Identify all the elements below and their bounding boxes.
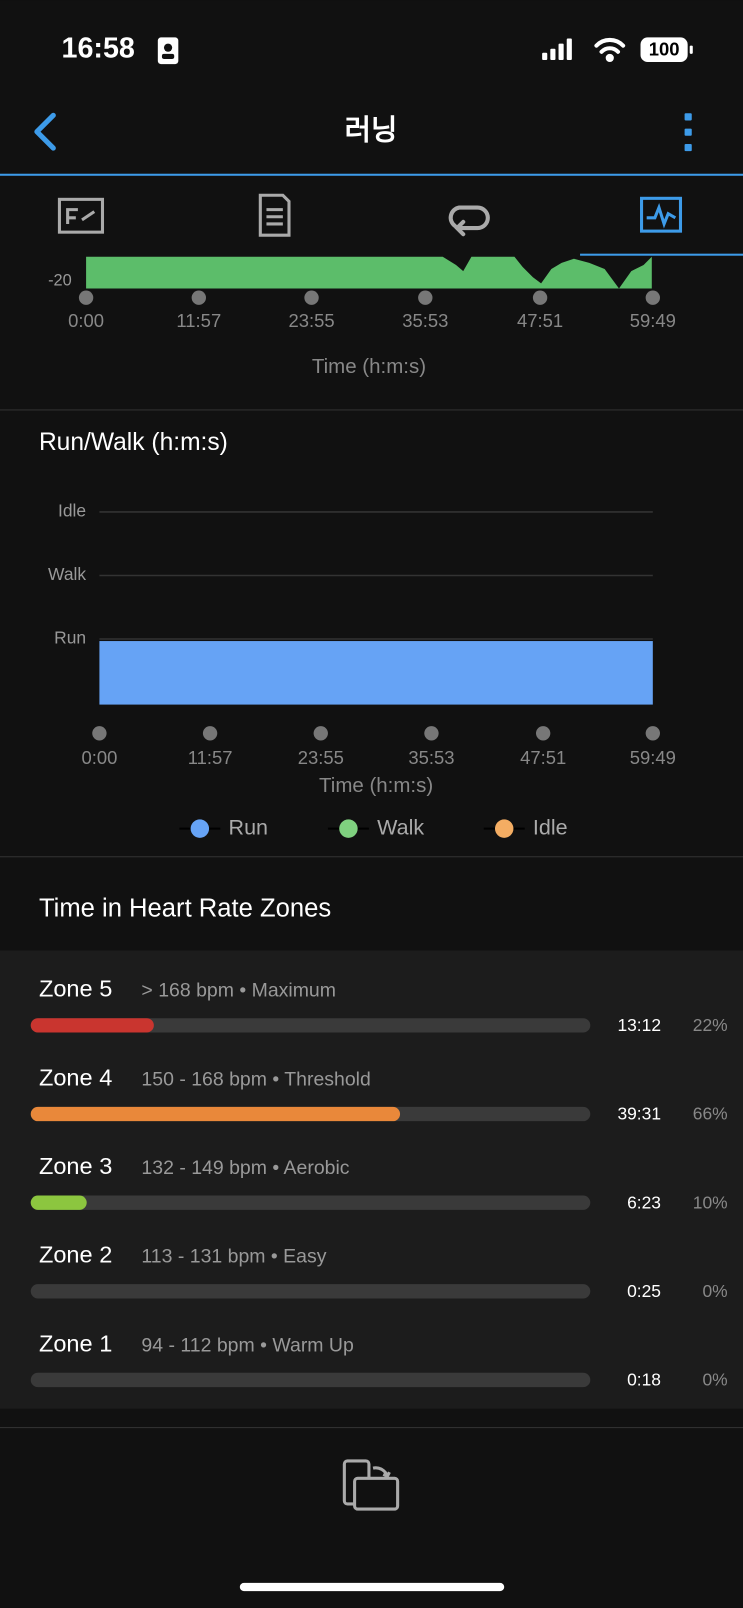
zone-detail: 132 - 149 bpm • Aerobic [141,1157,349,1179]
zone-track [30,1195,591,1210]
x-tick-dot [304,290,319,305]
x-tick-dot [78,290,94,305]
zone-name: Zone 5 [39,976,112,1002]
device-sync-button[interactable] [342,1459,400,1511]
legend-label: Run [229,815,268,839]
x-axis-title: Time (h:m:s) [312,355,426,378]
contact-icon [157,37,179,65]
zone-time: 0:25 [627,1281,661,1301]
zone-percent: 0% [702,1281,727,1301]
divider [0,1427,743,1429]
y-tick-label: Walk [48,564,86,584]
section-title: Run/Walk (h:m:s) [39,429,228,456]
zone-percent: 22% [693,1015,728,1035]
tab-laps[interactable] [448,205,490,237]
zone-track [30,1018,591,1033]
back-button[interactable] [34,112,56,151]
x-tick-label: 11:57 [188,747,233,768]
tab-overview[interactable] [57,197,105,234]
zone-percent: 10% [693,1192,728,1212]
x-tick-label: 59:49 [630,747,676,768]
legend-label: Idle [533,815,568,839]
zone-name: Zone 4 [39,1064,112,1090]
x-tick-label: 35:53 [402,310,448,331]
x-tick-dot [313,726,328,741]
x-tick-label: 0:00 [81,747,117,768]
x-tick-label: 11:57 [176,310,221,331]
signal-icon [542,38,572,60]
zone-name: Zone 1 [39,1330,112,1356]
home-indicator [239,1582,505,1592]
divider [0,409,743,411]
x-axis-title: Time (h:m:s) [319,774,433,797]
header-divider [0,173,743,176]
x-tick-label: 23:55 [298,747,344,768]
status-time: 16:58 [61,32,134,64]
x-tick-label: 0:00 [68,310,104,331]
zone-time: 39:31 [617,1104,661,1124]
zone-percent: 66% [693,1104,728,1124]
x-tick-dot [191,290,206,305]
zone-time: 0:18 [627,1370,661,1390]
zone-detail: 150 - 168 bpm • Threshold [141,1068,370,1090]
legend-label: Walk [377,815,424,839]
y-tick-label: Run [54,628,86,648]
x-tick-dot [202,726,218,741]
battery-icon [640,37,688,63]
battery-level: 100 [649,39,680,60]
x-tick-label: 23:55 [288,310,334,331]
y-tick-label: Idle [58,501,86,521]
tab-stats[interactable] [258,193,291,237]
x-tick-label: 35:53 [408,747,454,768]
x-tick-label: 47:51 [517,310,563,331]
zone-bar [30,1018,154,1033]
tab-charts[interactable] [640,196,683,233]
zone-bar [30,1106,401,1122]
x-tick-dot [92,726,107,741]
run-bar [99,641,653,705]
zone-name: Zone 2 [39,1242,112,1268]
section-title: Time in Heart Rate Zones [39,894,331,922]
elevation-area [86,256,652,289]
x-tick-dot [645,726,660,741]
y-tick-label: -20 [48,272,72,290]
x-tick-dot [645,290,660,305]
zone-track [30,1372,591,1388]
x-tick-dot [418,290,433,305]
more-button[interactable] [684,113,692,152]
x-tick-dot [424,726,439,741]
zone-name: Zone 3 [39,1153,112,1179]
legend-marker [494,819,514,838]
wifi-icon [594,37,626,63]
header-title: 러닝 [345,114,398,146]
legend-marker [339,819,358,838]
battery-tip [689,45,693,54]
zone-percent: 0% [702,1370,727,1390]
zone-detail: > 168 bpm • Maximum [141,980,336,1002]
legend-marker [190,819,210,838]
zone-time: 13:12 [617,1015,661,1035]
zone-detail: 94 - 112 bpm • Warm Up [141,1334,354,1356]
zone-detail: 113 - 131 bpm • Easy [141,1246,326,1268]
zone-bar [30,1195,87,1210]
x-tick-dot [532,290,548,305]
zone-time: 6:23 [627,1192,661,1212]
zone-track [30,1284,591,1299]
divider [0,856,743,858]
x-tick-label: 47:51 [520,747,566,768]
x-tick-label: 59:49 [630,310,676,331]
tab-indicator [580,253,743,256]
x-tick-dot [535,726,551,741]
